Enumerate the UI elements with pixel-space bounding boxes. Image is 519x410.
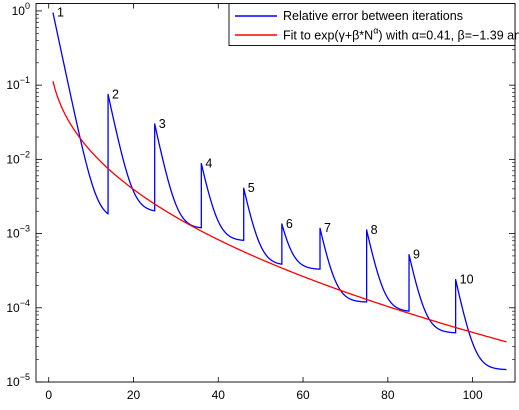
- x-tick-label: 100: [463, 388, 483, 402]
- y-tick-label: 10−5: [6, 372, 30, 389]
- series-fit-line: [52, 81, 507, 343]
- y-tick-exponent: −3: [20, 224, 30, 234]
- legend-fit-suffix: ) with α=0.41, β=−1.39 and γ=−0.79: [378, 29, 519, 43]
- x-tick-label: 40: [212, 388, 226, 402]
- y-tick-base: 10: [6, 301, 20, 315]
- y-tick-exponent: 0: [25, 1, 30, 11]
- peak-label: 7: [324, 221, 331, 235]
- x-tick-label: 80: [381, 388, 395, 402]
- peak-label: 5: [248, 181, 255, 195]
- peak-label: 3: [159, 117, 166, 131]
- peak-label: 9: [413, 248, 420, 262]
- y-tick-exponent: −5: [20, 372, 30, 382]
- y-tick-base: 10: [6, 78, 20, 92]
- peak-label: 4: [205, 156, 212, 170]
- y-tick-base: 10: [6, 152, 20, 166]
- legend-fit-prefix: Fit to exp(γ+β*N: [283, 29, 373, 43]
- peak-label: 6: [286, 217, 293, 231]
- legend-fit-superscript: α: [373, 26, 378, 36]
- series-layer: [52, 12, 507, 371]
- x-tick-label: 60: [296, 388, 310, 402]
- peak-annotations: 1 2 3 4 5 6 7 8 9 10: [57, 6, 474, 287]
- y-tick-base: 10: [12, 4, 26, 18]
- legend: Relative error between iterations Fit to…: [228, 3, 519, 46]
- peak-label: 2: [112, 87, 119, 101]
- y-tick-label: 10−3: [6, 224, 30, 241]
- y-tick-exponent: −2: [20, 149, 30, 159]
- y-tick-label: 10−2: [6, 149, 30, 166]
- peak-label: 10: [460, 273, 474, 287]
- peak-label: 1: [57, 6, 64, 20]
- peak-label: 8: [371, 223, 378, 237]
- legend-box: [228, 3, 516, 46]
- y-tick-label: 10−4: [6, 298, 30, 315]
- legend-label-fit: Fit to exp(γ+β*Nα) with α=0.41, β=−1.39 …: [283, 26, 519, 43]
- y-tick-exponent: −4: [20, 298, 30, 308]
- y-tick-label: 100: [12, 1, 30, 18]
- legend-label-error: Relative error between iterations: [283, 9, 463, 23]
- y-tick-exponent: −1: [20, 75, 30, 85]
- y-tick-base: 10: [6, 227, 20, 241]
- y-tick-base: 10: [6, 375, 20, 389]
- x-tick-label: 20: [127, 388, 141, 402]
- series-relative-error-line: [52, 12, 507, 371]
- x-tick-label: 0: [45, 388, 52, 402]
- y-tick-label: 10−1: [6, 75, 30, 92]
